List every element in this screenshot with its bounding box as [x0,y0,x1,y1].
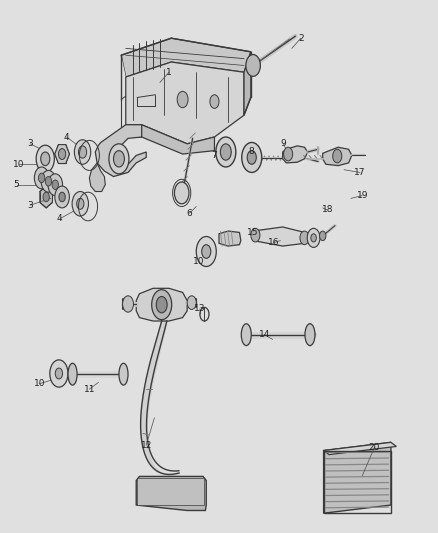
Circle shape [216,137,236,167]
Text: 3: 3 [28,139,33,148]
Circle shape [311,234,316,242]
Circle shape [307,228,320,247]
Circle shape [202,245,211,259]
Circle shape [48,174,63,196]
Ellipse shape [305,324,315,345]
Ellipse shape [119,364,128,385]
Circle shape [50,360,68,387]
Polygon shape [126,125,215,154]
Circle shape [113,151,124,167]
Circle shape [319,231,326,240]
Text: 4: 4 [57,214,63,223]
Text: 11: 11 [84,385,95,394]
Circle shape [156,296,167,313]
Circle shape [59,192,65,202]
Circle shape [43,192,49,202]
Polygon shape [244,52,251,115]
Circle shape [109,144,129,174]
Circle shape [220,144,231,160]
Text: 9: 9 [281,139,286,148]
Text: 7: 7 [212,151,217,160]
Polygon shape [219,231,241,246]
Circle shape [39,173,45,183]
Circle shape [55,186,69,208]
Text: 12: 12 [141,441,152,449]
Circle shape [177,91,188,108]
Polygon shape [126,62,244,144]
Text: 1: 1 [166,68,172,77]
Polygon shape [101,55,141,168]
Circle shape [247,151,256,164]
Text: 10: 10 [193,256,204,265]
Circle shape [174,182,189,204]
Circle shape [41,152,50,166]
Text: 10: 10 [34,379,45,388]
Text: 3: 3 [28,200,33,209]
Circle shape [187,296,196,310]
Text: 4: 4 [64,133,70,141]
Text: 17: 17 [354,168,366,177]
Circle shape [300,231,309,245]
Text: 15: 15 [247,228,259,237]
Text: 5: 5 [14,180,19,189]
Text: 14: 14 [259,330,270,339]
Circle shape [210,95,219,108]
Circle shape [123,296,134,312]
Polygon shape [89,163,105,191]
Circle shape [45,176,52,186]
Text: 20: 20 [369,442,380,451]
Bar [137,478,205,505]
Circle shape [77,198,84,209]
Circle shape [78,146,87,158]
Ellipse shape [68,364,77,385]
Polygon shape [136,288,187,321]
Polygon shape [324,442,396,455]
Circle shape [246,54,260,76]
Text: 19: 19 [357,191,368,200]
Circle shape [333,149,342,163]
Circle shape [72,191,88,216]
Circle shape [74,140,91,164]
Ellipse shape [241,324,251,345]
Text: 6: 6 [187,209,192,218]
Polygon shape [324,442,391,513]
Text: 8: 8 [248,148,254,157]
Text: 2: 2 [298,34,304,43]
Polygon shape [283,146,307,163]
Circle shape [52,180,58,190]
Circle shape [36,145,54,173]
Circle shape [242,142,262,173]
Polygon shape [323,147,352,166]
Text: 13: 13 [194,304,206,313]
Text: 10: 10 [13,160,25,169]
Polygon shape [40,186,53,208]
Circle shape [251,228,260,242]
Circle shape [58,149,66,159]
Circle shape [41,171,56,192]
Polygon shape [252,227,306,246]
Circle shape [196,237,216,266]
Polygon shape [55,144,69,164]
Circle shape [34,167,49,189]
Text: 18: 18 [321,205,333,214]
Polygon shape [136,477,206,511]
Circle shape [283,147,293,161]
Circle shape [152,289,172,320]
Text: 16: 16 [268,238,279,247]
Bar [324,450,391,513]
Polygon shape [121,38,251,77]
Circle shape [55,368,63,379]
Polygon shape [95,125,146,176]
